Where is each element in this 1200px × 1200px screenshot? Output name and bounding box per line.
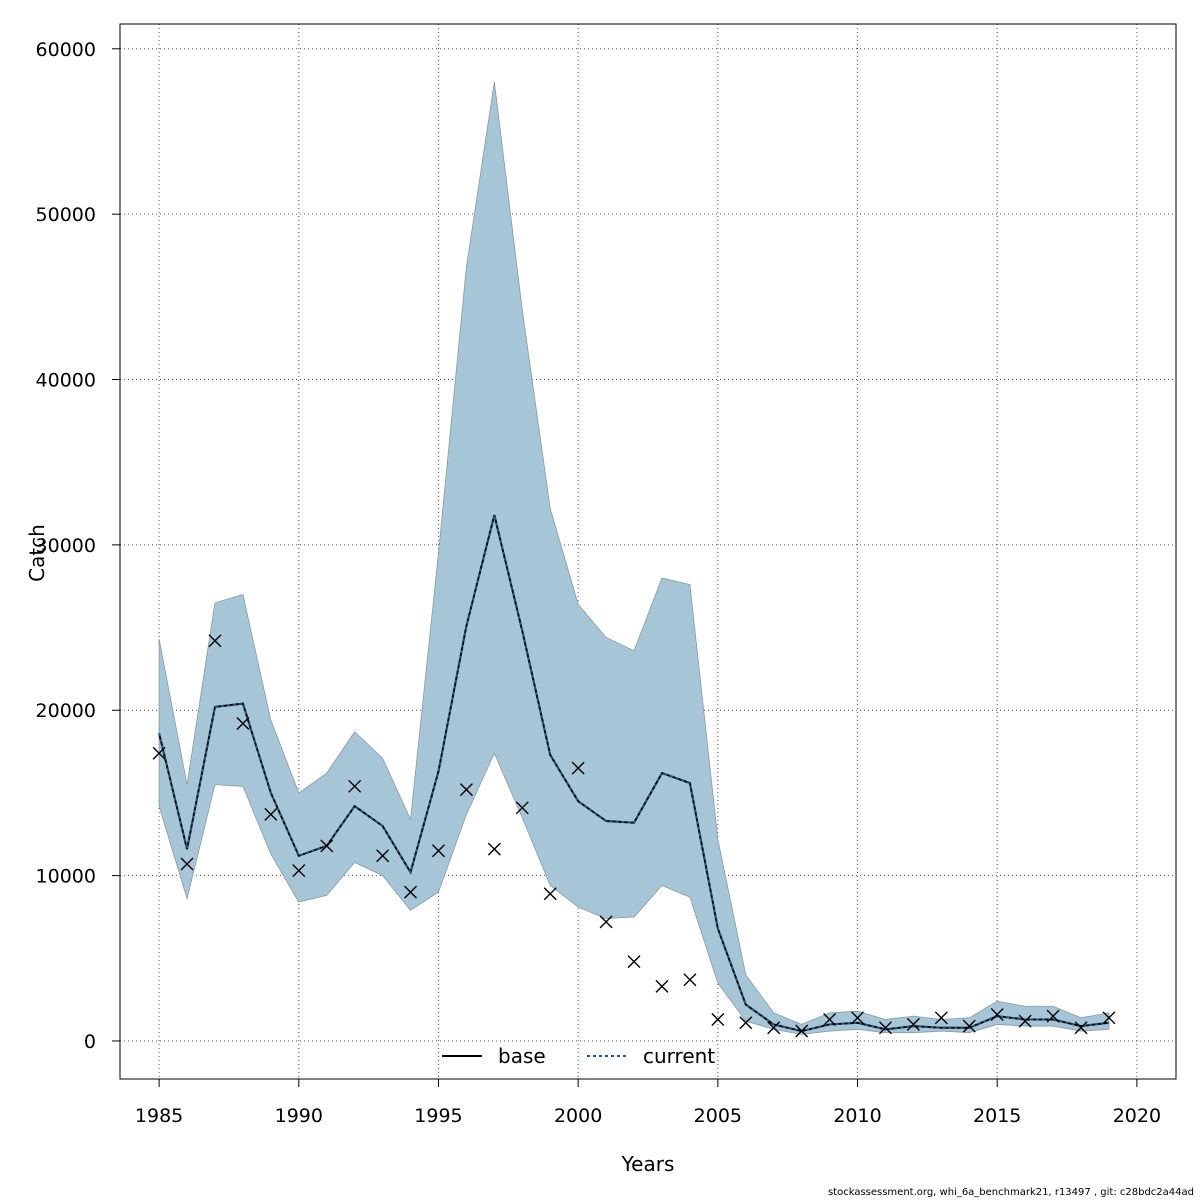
observed-point	[990, 1008, 1004, 1022]
observed-point	[459, 783, 473, 797]
legend: base current	[442, 1044, 715, 1068]
observed-point	[208, 634, 222, 648]
observed-point	[711, 1012, 725, 1026]
observed-point	[795, 1024, 809, 1038]
observed-point	[962, 1019, 976, 1033]
y-tick-label: 50000	[36, 204, 96, 226]
x-tick-label: 1990	[275, 1105, 323, 1127]
legend-label-current: current	[643, 1044, 715, 1068]
observed-point	[320, 839, 334, 853]
observed-point	[934, 1011, 948, 1025]
x-axis: 1985 1990 1995 2000 2005 2010 2015 2020	[135, 1079, 1161, 1127]
observed-point	[599, 915, 613, 929]
observed-point	[404, 885, 418, 899]
y-tick-label: 20000	[36, 700, 96, 722]
observed-point	[878, 1021, 892, 1035]
x-tick-label: 2000	[554, 1105, 602, 1127]
x-axis-title: Years	[621, 1152, 675, 1176]
y-tick-label: 40000	[36, 370, 96, 392]
observed-point	[264, 807, 278, 821]
observed-point	[348, 779, 362, 793]
observed-point	[1102, 1011, 1116, 1025]
grid	[120, 24, 1176, 1079]
y-tick-label: 30000	[36, 535, 96, 557]
observed-point	[906, 1017, 920, 1031]
observed-point	[236, 716, 250, 730]
y-axis: 0 10000 20000 30000 40000 50000 60000	[36, 39, 120, 1053]
observed-point	[851, 1011, 865, 1025]
observed-point	[515, 801, 529, 815]
observed-point	[487, 842, 501, 856]
observed-point	[1074, 1021, 1088, 1035]
y-tick-label: 0	[84, 1031, 96, 1053]
observed-point	[292, 864, 306, 878]
x-tick-label: 2005	[694, 1105, 742, 1127]
observed-point	[571, 761, 585, 775]
confidence-band	[158, 81, 1110, 1035]
observed-point	[739, 1016, 753, 1030]
series-lines	[158, 514, 1110, 1033]
x-tick-label: 2010	[833, 1105, 881, 1127]
observed-point	[180, 857, 194, 871]
observed-point	[543, 887, 557, 901]
observed-point	[376, 849, 390, 863]
x-tick-label: 1995	[414, 1105, 462, 1127]
y-tick-label: 60000	[36, 39, 96, 61]
observed-point	[627, 955, 641, 969]
observed-point	[1046, 1009, 1060, 1023]
observed-point	[767, 1021, 781, 1035]
observed-point	[1018, 1014, 1032, 1028]
legend-label-base: base	[498, 1044, 546, 1068]
series-line-current	[158, 514, 1110, 1033]
footer-credit: stockassessment.org, whi_6a_benchmark21,…	[827, 1187, 1194, 1198]
observed-point	[152, 746, 166, 760]
y-tick-label: 10000	[36, 866, 96, 888]
observed-points	[152, 634, 1116, 1038]
x-tick-label: 2015	[973, 1105, 1021, 1127]
observed-point	[823, 1012, 837, 1026]
x-tick-label: 1985	[135, 1105, 183, 1127]
plot-frame	[119, 23, 1177, 1080]
observed-point	[683, 973, 697, 987]
x-tick-label: 2020	[1113, 1105, 1161, 1127]
observed-point	[431, 844, 445, 858]
y-axis-title: Catch	[25, 524, 49, 582]
observed-point	[655, 979, 669, 993]
